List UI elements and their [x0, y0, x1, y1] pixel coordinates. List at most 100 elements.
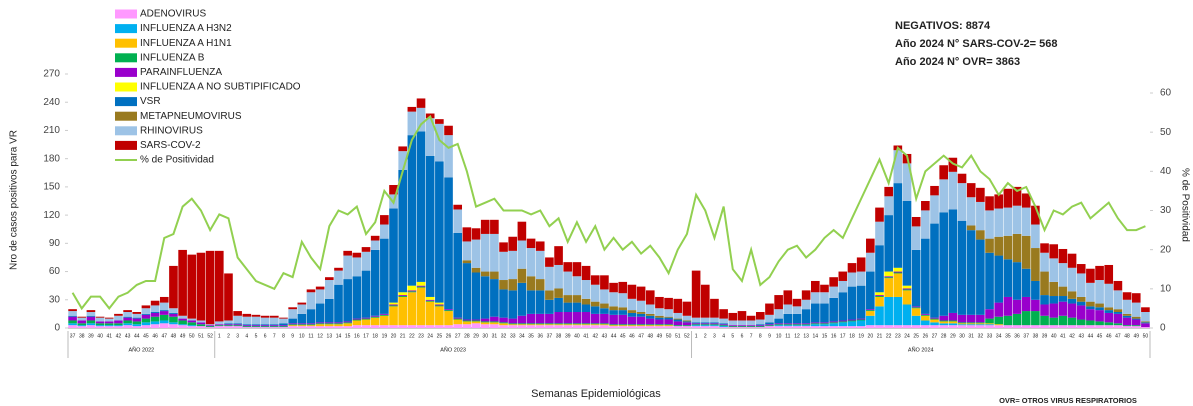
x-tick-label: 5 [731, 333, 734, 339]
bar-segment [746, 320, 756, 326]
bar-segment [655, 315, 664, 318]
bar-segment [719, 325, 728, 327]
bar-segment [1122, 313, 1132, 316]
bar-segment [966, 322, 976, 324]
bar-segment [700, 317, 710, 323]
bar-segment [976, 230, 985, 240]
bar-segment [893, 296, 903, 326]
bar-segment [902, 288, 912, 290]
bar-segment [866, 310, 875, 312]
bar-segment [829, 322, 838, 324]
bar-segment [361, 318, 371, 320]
legend-swatch [115, 111, 137, 121]
bar-segment [581, 298, 591, 305]
bar-segment [820, 323, 829, 325]
x-tick-label: 1 [218, 333, 221, 339]
bar-segment [407, 285, 417, 291]
bar-segment [627, 284, 637, 299]
bar-segment [1131, 318, 1141, 320]
bar-segment [590, 301, 600, 307]
bar-segment [480, 233, 490, 272]
bar-segment [590, 284, 600, 302]
bar-segment [737, 325, 747, 327]
bar-segment [545, 290, 554, 300]
bar-segment [994, 255, 1004, 303]
bar-segment [150, 321, 160, 325]
bar-segment [994, 324, 1004, 326]
x-tick-label: 32 [501, 333, 507, 339]
bar-segment [453, 204, 463, 210]
x-tick-label: 30 [482, 333, 488, 339]
x-tick-label: 6 [741, 333, 744, 339]
bar-segment [499, 322, 508, 324]
bar-segment [370, 235, 380, 241]
bar-segment [636, 286, 646, 301]
x-tick-label: 8 [282, 333, 285, 339]
bar-segment [691, 325, 701, 327]
bar-segment [288, 324, 297, 326]
bar-segment [884, 196, 893, 216]
bar-segment [380, 313, 389, 315]
bar-segment [820, 292, 829, 304]
bar-segment [957, 173, 967, 184]
bar-segment [1141, 312, 1150, 322]
bar-segment [123, 312, 132, 317]
bar-segment [554, 325, 563, 328]
bar-segment [976, 187, 985, 202]
bar-segment [141, 325, 151, 328]
bar-segment [104, 325, 114, 327]
x-tick-label: 1 [695, 333, 698, 339]
bar-segment [847, 319, 857, 321]
bar-segment [1076, 301, 1086, 306]
x-tick-label: 46 [629, 333, 635, 339]
bar-segment [517, 315, 527, 324]
bar-segment [453, 209, 463, 233]
bar-segment [86, 312, 96, 316]
bar-segment [1131, 319, 1141, 326]
x-tick-label: 39 [565, 333, 571, 339]
bar-segment [1113, 309, 1123, 313]
bar-segment [921, 325, 930, 328]
x-tick-label: 46 [1106, 333, 1112, 339]
bar-segment [774, 323, 783, 325]
x-tick-label: 50 [1143, 333, 1149, 339]
bar-segment [1131, 302, 1141, 317]
bar-segment [141, 322, 151, 326]
x-tick-label: 31 [492, 333, 498, 339]
bar-segment [315, 326, 325, 328]
bar-segment [535, 323, 545, 325]
y2-tick-label: 30 [1160, 205, 1172, 216]
bar-segment [655, 326, 664, 328]
bar-segment [389, 208, 398, 303]
bar-segment [581, 265, 591, 281]
bar-segment [783, 324, 793, 326]
legend-swatch [115, 24, 137, 34]
bar-segment [141, 314, 151, 319]
bar-segment [407, 106, 417, 112]
bar-segment [636, 326, 646, 328]
bar-segment [132, 324, 142, 327]
bar-segment [1113, 323, 1123, 326]
bar-segment [856, 318, 866, 320]
x-group-label: AÑO 2024 [908, 346, 934, 353]
bar-segment [976, 201, 985, 231]
bar-segment [1113, 280, 1123, 291]
bar-segment [600, 313, 609, 324]
legend-swatch [115, 9, 137, 19]
bar-segment [416, 98, 426, 108]
x-tick-label: 36 [1014, 333, 1020, 339]
bar-segment [535, 325, 545, 328]
bar-segment [306, 326, 316, 328]
x-tick-label: 21 [400, 333, 406, 339]
bar-segment [966, 230, 976, 315]
bar-segment [700, 323, 710, 325]
bar-segment [976, 323, 985, 325]
bar-segment [600, 323, 609, 325]
bar-segment [801, 324, 811, 326]
bar-segment [1012, 233, 1022, 263]
bar-segment [435, 305, 444, 307]
x-tick-label: 36 [537, 333, 543, 339]
bar-segment [398, 292, 407, 296]
bar-segment [765, 314, 774, 323]
bar-segment [966, 323, 976, 325]
